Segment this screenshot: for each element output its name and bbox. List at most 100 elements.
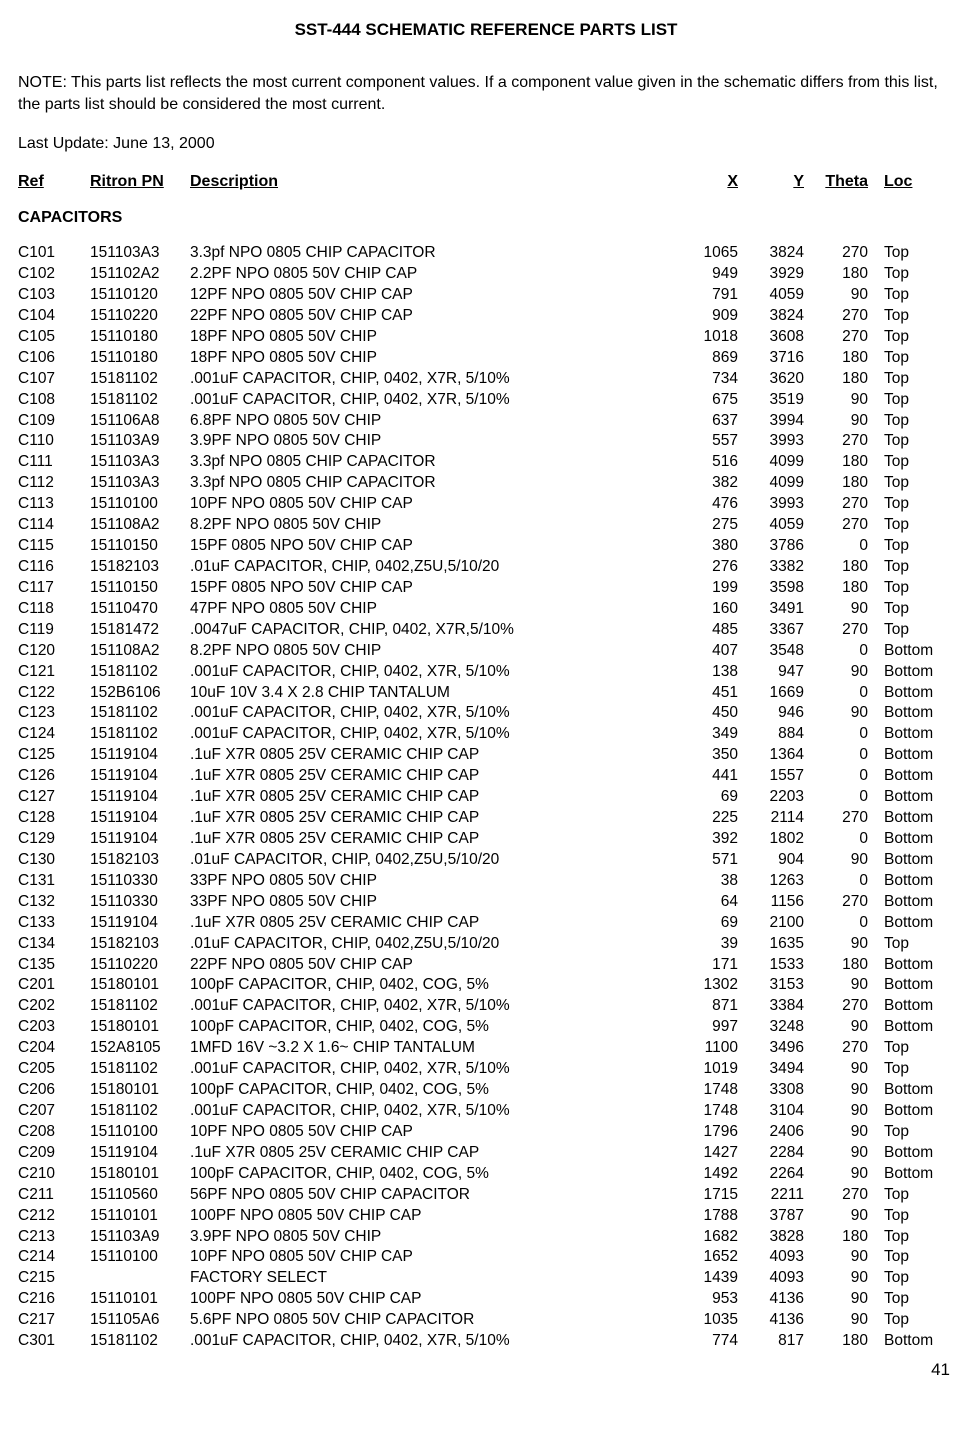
- cell-loc: Bottom: [868, 871, 954, 892]
- cell-theta: 90: [804, 411, 868, 432]
- cell-pn: 15119104: [90, 808, 190, 829]
- cell-loc: Bottom: [868, 683, 954, 704]
- table-row: C2081511010010PF NPO 0805 50V CHIP CAP17…: [18, 1122, 954, 1143]
- cell-x: 1796: [668, 1122, 738, 1143]
- cell-x: 451: [668, 683, 738, 704]
- cell-ref: C214: [18, 1247, 90, 1268]
- cell-ref: C216: [18, 1289, 90, 1310]
- cell-pn: 15180101: [90, 1080, 190, 1101]
- header-desc: Description: [190, 173, 278, 190]
- cell-ref: C211: [18, 1185, 90, 1206]
- cell-ref: C210: [18, 1164, 90, 1185]
- cell-loc: Top: [868, 1038, 954, 1059]
- cell-pn: 15119104: [90, 829, 190, 850]
- cell-y: 2264: [738, 1164, 804, 1185]
- cell-pn: 15110180: [90, 348, 190, 369]
- table-row: C204152A81051MFD 16V ~3.2 X 1.6~ CHIP TA…: [18, 1038, 954, 1059]
- table-row: C1031511012012PF NPO 0805 50V CHIP CAP79…: [18, 285, 954, 306]
- cell-theta: 0: [804, 766, 868, 787]
- cell-pn: 151103A3: [90, 473, 190, 494]
- cell-loc: Bottom: [868, 1164, 954, 1185]
- page-title: SST-444 SCHEMATIC REFERENCE PARTS LIST: [18, 20, 954, 40]
- cell-y: 3929: [738, 264, 804, 285]
- cell-loc: Top: [868, 411, 954, 432]
- table-row: C12915119104.1uF X7R 0805 25V CERAMIC CH…: [18, 829, 954, 850]
- cell-loc: Bottom: [868, 745, 954, 766]
- cell-loc: Top: [868, 327, 954, 348]
- cell-x: 392: [668, 829, 738, 850]
- cell-pn: 15110120: [90, 285, 190, 306]
- table-row: C20115180101100pF CAPACITOR, CHIP, 0402,…: [18, 975, 954, 996]
- cell-x: 1065: [668, 243, 738, 264]
- cell-loc: Top: [868, 369, 954, 390]
- cell-x: 949: [668, 264, 738, 285]
- note-text: NOTE: This parts list reflects the most …: [18, 72, 954, 115]
- cell-desc: .001uF CAPACITOR, CHIP, 0402, X7R, 5/10%: [190, 390, 668, 411]
- table-row: C1351511022022PF NPO 0805 50V CHIP CAP17…: [18, 955, 954, 976]
- table-row: C11615182103.01uF CAPACITOR, CHIP, 0402,…: [18, 557, 954, 578]
- cell-theta: 180: [804, 452, 868, 473]
- cell-loc: Top: [868, 1185, 954, 1206]
- cell-y: 2203: [738, 787, 804, 808]
- cell-desc: 100pF CAPACITOR, CHIP, 0402, COG, 5%: [190, 1017, 668, 1038]
- cell-theta: 0: [804, 871, 868, 892]
- cell-y: 2406: [738, 1122, 804, 1143]
- cell-x: 382: [668, 473, 738, 494]
- cell-ref: C205: [18, 1059, 90, 1080]
- cell-theta: 90: [804, 1122, 868, 1143]
- cell-ref: C202: [18, 996, 90, 1017]
- cell-desc: .01uF CAPACITOR, CHIP, 0402,Z5U,5/10/20: [190, 557, 668, 578]
- cell-desc: .001uF CAPACITOR, CHIP, 0402, X7R, 5/10%: [190, 1101, 668, 1122]
- cell-pn: 15110330: [90, 871, 190, 892]
- cell-ref: C201: [18, 975, 90, 996]
- cell-loc: Bottom: [868, 975, 954, 996]
- cell-theta: 90: [804, 1268, 868, 1289]
- cell-theta: 270: [804, 1185, 868, 1206]
- cell-y: 3104: [738, 1101, 804, 1122]
- cell-ref: C108: [18, 390, 90, 411]
- cell-y: 4136: [738, 1289, 804, 1310]
- cell-x: 1302: [668, 975, 738, 996]
- cell-y: 3519: [738, 390, 804, 411]
- cell-pn: 151106A8: [90, 411, 190, 432]
- cell-theta: 90: [804, 1310, 868, 1331]
- table-row: C21615110101100PF NPO 0805 50V CHIP CAP9…: [18, 1289, 954, 1310]
- cell-y: 4099: [738, 452, 804, 473]
- table-row: C111151103A33.3pf NPO 0805 CHIP CAPACITO…: [18, 452, 954, 473]
- cell-desc: .1uF X7R 0805 25V CERAMIC CHIP CAP: [190, 1143, 668, 1164]
- cell-theta: 270: [804, 243, 868, 264]
- cell-desc: .1uF X7R 0805 25V CERAMIC CHIP CAP: [190, 808, 668, 829]
- table-row: C12415181102.001uF CAPACITOR, CHIP, 0402…: [18, 724, 954, 745]
- cell-theta: 0: [804, 913, 868, 934]
- cell-desc: 12PF NPO 0805 50V CHIP CAP: [190, 285, 668, 306]
- cell-y: 4059: [738, 285, 804, 306]
- cell-pn: 15110560: [90, 1185, 190, 1206]
- cell-loc: Bottom: [868, 1101, 954, 1122]
- cell-x: 69: [668, 913, 738, 934]
- cell-pn: 15119104: [90, 913, 190, 934]
- cell-desc: 100PF NPO 0805 50V CHIP CAP: [190, 1289, 668, 1310]
- cell-loc: Bottom: [868, 850, 954, 871]
- table-row: C1151511015015PF 0805 NPO 50V CHIP CAP38…: [18, 536, 954, 557]
- cell-pn: 151103A9: [90, 1227, 190, 1248]
- cell-loc: Top: [868, 264, 954, 285]
- cell-pn: 151108A2: [90, 515, 190, 536]
- table-row: C1131511010010PF NPO 0805 50V CHIP CAP47…: [18, 494, 954, 515]
- cell-pn: 15181472: [90, 620, 190, 641]
- cell-desc: .1uF X7R 0805 25V CERAMIC CHIP CAP: [190, 829, 668, 850]
- cell-loc: Top: [868, 285, 954, 306]
- cell-theta: 0: [804, 641, 868, 662]
- cell-ref: C135: [18, 955, 90, 976]
- cell-loc: Top: [868, 934, 954, 955]
- cell-pn: 15119104: [90, 766, 190, 787]
- cell-pn: 15110330: [90, 892, 190, 913]
- cell-x: 1439: [668, 1268, 738, 1289]
- cell-x: 953: [668, 1289, 738, 1310]
- header-y: Y: [793, 173, 804, 190]
- table-row: C1051511018018PF NPO 0805 50V CHIP101836…: [18, 327, 954, 348]
- cell-desc: .001uF CAPACITOR, CHIP, 0402, X7R, 5/10%: [190, 1331, 668, 1352]
- cell-pn: 151103A9: [90, 431, 190, 452]
- parts-table-body: C101151103A33.3pf NPO 0805 CHIP CAPACITO…: [18, 243, 954, 1352]
- cell-y: 3153: [738, 975, 804, 996]
- cell-theta: 0: [804, 745, 868, 766]
